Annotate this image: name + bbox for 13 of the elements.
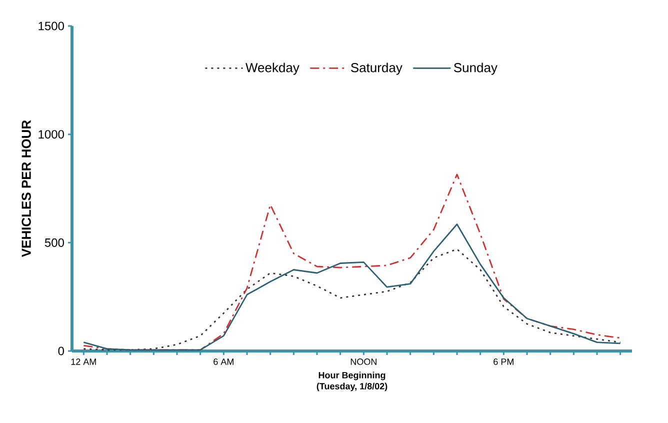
y-tick-label: 1500 <box>38 22 64 30</box>
y-axis-title: VEHICLES PER HOUR <box>22 120 31 258</box>
y-tick-label: 1000 <box>38 130 64 139</box>
legend-label: Sunday <box>454 62 498 75</box>
legend-label: Saturday <box>350 62 402 75</box>
x-tick-label: 6 AM <box>214 358 234 365</box>
y-tick-label: 0 <box>58 346 64 356</box>
legend-label: Weekday <box>246 62 300 75</box>
x-axis-title: Hour Beginning (Tuesday, 1/8/02) <box>316 372 388 392</box>
x-tick-label: 6 PM <box>494 358 514 365</box>
x-tick-label: NOON <box>350 358 376 365</box>
x-tick-label: 12 AM <box>71 358 96 365</box>
y-tick-label: 500 <box>44 238 64 247</box>
